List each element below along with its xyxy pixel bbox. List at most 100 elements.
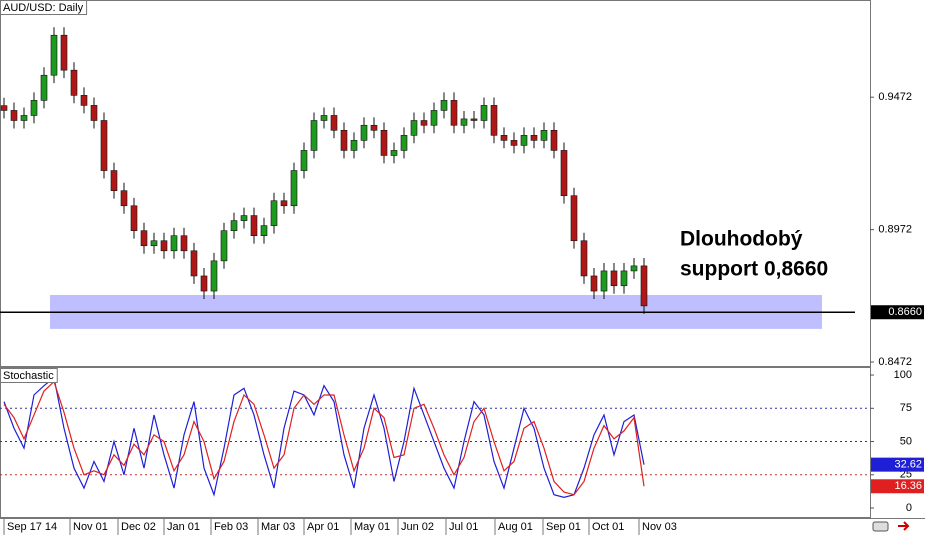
panel-title: AUD/USD: Daily [3, 2, 84, 14]
candle-body [280, 200, 288, 207]
price-marker [871, 479, 924, 494]
candle-body [0, 105, 8, 111]
candle-body [200, 275, 208, 292]
candle-body [530, 135, 538, 141]
candle-body [250, 215, 258, 237]
candle-body [520, 135, 528, 146]
x-tick-label: Sep 17 14 [7, 521, 57, 533]
candle-body [120, 190, 128, 207]
y-tick-label: 25 [900, 469, 912, 481]
icon[interactable] [872, 521, 889, 532]
x-tick-label: May 01 [354, 521, 390, 533]
candle-body [510, 140, 518, 146]
x-tick-label: Feb 03 [214, 521, 248, 533]
x-tick-label: Jan 01 [167, 521, 200, 533]
candle-body [420, 120, 428, 126]
price-marker-label: 16.36 [894, 480, 922, 492]
price-marker [871, 457, 924, 472]
candle-body [480, 105, 488, 121]
candle-body [320, 115, 328, 121]
stochastic-panel [0, 367, 871, 518]
price-marker [871, 305, 924, 320]
y-tick-label: 0.8972 [878, 224, 912, 236]
candle-body [540, 129, 548, 141]
candle-body [300, 150, 308, 171]
y-tick-label: 0.9472 [878, 91, 912, 103]
y-tick-label: 0.8472 [878, 356, 912, 368]
y-tick-label: 100 [894, 369, 912, 381]
candle-body [170, 235, 178, 252]
candle-body [350, 140, 358, 151]
candle-body [130, 205, 138, 231]
annotation: support 0,8660 [680, 258, 828, 281]
y-tick-label: 50 [900, 435, 912, 447]
candle-body [620, 270, 628, 287]
candle-body [150, 240, 158, 247]
candle-body [580, 240, 588, 277]
candle-body [180, 235, 188, 252]
candle-body [260, 225, 268, 237]
candle-body [230, 220, 238, 231]
candle-body [390, 150, 398, 156]
x-tick-label: Nov 03 [642, 521, 677, 533]
candle-body [40, 74, 48, 101]
candle-body [470, 118, 478, 121]
candle-body [100, 120, 108, 171]
candle-body [210, 260, 218, 292]
candle-body [450, 100, 458, 126]
title-box [0, 368, 58, 383]
price-marker-label: 0.8660 [888, 306, 922, 318]
candle-body [440, 100, 448, 111]
price-marker-label: 32.62 [894, 459, 922, 471]
x-tick-label: Oct 01 [592, 521, 624, 533]
corner-icons [872, 521, 910, 532]
candle-body [600, 270, 608, 292]
candle-body [560, 150, 568, 197]
candle-body [240, 215, 248, 221]
candle-body [610, 270, 618, 287]
candle-body [500, 135, 508, 141]
candle-body [460, 118, 468, 126]
candle-body [590, 275, 598, 292]
x-tick-label: Nov 01 [73, 521, 108, 533]
candle-body [270, 200, 278, 226]
candle-body [490, 105, 498, 136]
icon[interactable] [898, 521, 910, 531]
candle-body [370, 124, 378, 131]
candle-body [90, 105, 98, 121]
candle-body [290, 170, 298, 207]
candle-body [140, 230, 148, 247]
y-tick-label: 0 [906, 502, 912, 514]
candle-body [50, 34, 58, 76]
candle-body [160, 240, 168, 252]
candle-body [330, 115, 338, 131]
candle-body [80, 95, 88, 106]
candle-body [570, 195, 578, 242]
candle-body [400, 135, 408, 151]
candle-body [60, 34, 68, 71]
x-tick-label: Jul 01 [449, 521, 478, 533]
candle-body [310, 120, 318, 151]
candle-body [110, 170, 118, 191]
candle-body [30, 100, 38, 116]
title-box [0, 0, 88, 15]
stochastic-line [3, 376, 645, 499]
candle-body [10, 110, 18, 121]
x-tick-label: Aug 01 [498, 521, 533, 533]
candle-body [410, 120, 418, 136]
annotation: Dlouhodobý [680, 228, 803, 251]
x-tick-label: Mar 03 [261, 521, 295, 533]
candle-body [70, 69, 78, 96]
x-tick-label: Apr 01 [307, 521, 339, 533]
x-tick-label: Sep 01 [546, 521, 581, 533]
x-tick-label: Dec 02 [121, 521, 156, 533]
y-tick-label: 75 [900, 402, 912, 414]
candle-body [380, 129, 388, 156]
candle-body [360, 124, 368, 141]
candle-body [430, 110, 438, 126]
candle-body [640, 265, 648, 307]
x-tick-label: Jun 02 [401, 521, 434, 533]
candle-body [550, 129, 558, 151]
candle-body [20, 115, 28, 121]
